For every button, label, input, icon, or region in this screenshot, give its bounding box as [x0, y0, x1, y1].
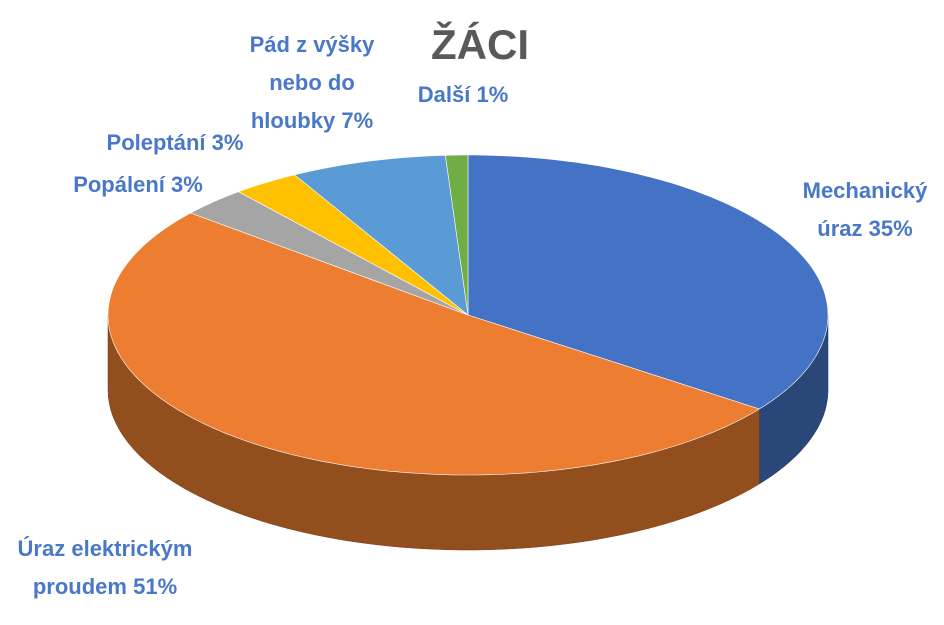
label-value: 35% — [868, 216, 913, 241]
data-label: Poleptání 3% — [75, 124, 275, 162]
chart-title: ŽÁCI — [431, 21, 529, 68]
pie-slice — [445, 154, 469, 316]
pie-slice — [293, 154, 469, 316]
slice-top — [293, 154, 469, 316]
label-category: Další — [417, 82, 471, 107]
data-label: Další 1% — [388, 76, 538, 114]
label-category: Popálení — [73, 172, 165, 197]
label-category: Úraz elektrickým proudem — [17, 536, 193, 599]
data-label: Pád z výšky nebo do hloubky 7% — [227, 26, 397, 140]
slice-top — [237, 174, 469, 316]
label-value: 51% — [133, 574, 178, 599]
pie-slice — [107, 212, 760, 551]
data-label: Úraz elektrickým proudem 51% — [5, 530, 205, 606]
label-value: 3% — [211, 130, 244, 155]
label-category: Mechanický úraz — [802, 178, 928, 241]
slice-top — [107, 212, 760, 476]
label-value: 1% — [476, 82, 509, 107]
pie-slice — [189, 191, 469, 316]
slice-top — [445, 154, 469, 316]
pie-slice — [237, 174, 469, 316]
data-label: Mechanický úraz 35% — [780, 172, 944, 248]
slice-top — [467, 154, 829, 410]
slice-top — [189, 191, 469, 316]
label-value: 7% — [341, 108, 374, 133]
data-label: Popálení 3% — [38, 166, 238, 204]
label-value: 3% — [171, 172, 203, 197]
label-category: Pád z výšky nebo do hloubky — [249, 32, 375, 133]
label-category: Poleptání — [106, 130, 206, 155]
